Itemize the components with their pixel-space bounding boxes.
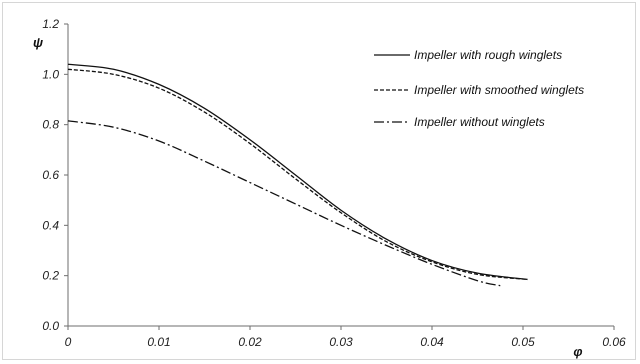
y-tick-label: 0.4 [42,218,59,232]
chart-frame [2,2,636,360]
legend-label-3: Impeller without winglets [414,115,545,129]
x-tick-label: 0.04 [420,335,444,349]
series-line-3 [67,120,501,287]
x-tick-label: 0.06 [602,335,626,349]
y-tick-label: 1.2 [42,17,59,31]
y-tick-label: 0.8 [42,118,59,132]
y-tick-label: 0.0 [42,319,59,333]
plot-layer: 0.0 0.2 0.4 0.6 0.8 1.0 1.2 0 0.01 0.02 0.03 0.04 0.… [33,17,626,359]
y-axis-title: ψ [33,35,43,50]
x-tick-label: 0.02 [238,335,262,349]
y-tick-label: 1.0 [42,67,59,81]
legend-label-2: Impeller with smoothed winglets [414,83,584,97]
series-line-1 [67,63,528,281]
series-line-2 [67,68,528,281]
legend: Impeller with rough winglets Impeller wit… [374,48,584,129]
x-axis-title: φ [573,344,582,359]
y-tick-label: 0.2 [42,269,59,283]
legend-label-1: Impeller with rough winglets [414,48,562,62]
x-tick-label: 0.05 [511,335,535,349]
x-tick-label: 0.01 [147,335,170,349]
x-tick-label: 0 [65,335,72,349]
x-tick-label: 0.03 [329,335,353,349]
y-tick-label: 0.6 [42,168,59,182]
